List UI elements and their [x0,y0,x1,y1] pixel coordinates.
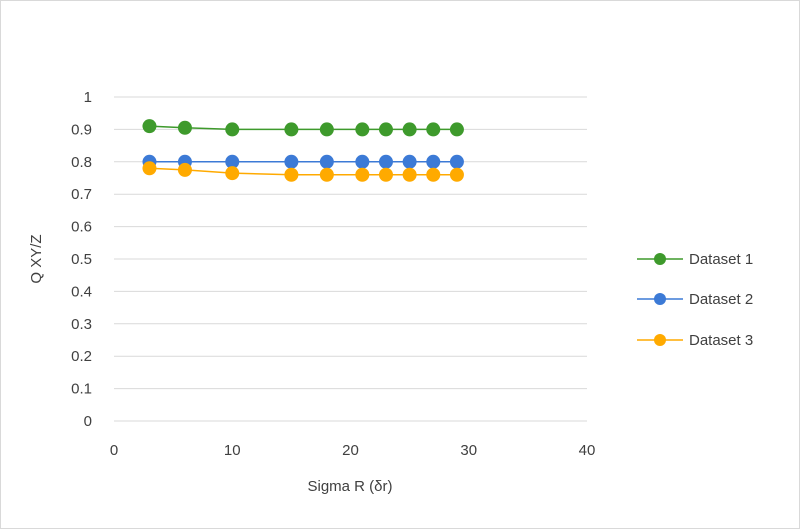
legend-label: Dataset 3 [689,332,753,349]
x-tick-label: 20 [342,442,359,459]
data-point [449,167,464,182]
series-3 [142,161,464,182]
series-line [149,125,457,131]
series-1 [142,119,464,137]
legend-marker [654,293,666,305]
data-point [449,154,464,169]
data-point [142,119,157,134]
data-point [402,122,417,137]
data-point [355,167,370,182]
y-tick-label: 0.1 [71,381,92,398]
data-point [284,154,299,169]
data-point [225,154,240,169]
gridlines [114,96,587,422]
data-point [142,161,157,176]
x-tick-label: 30 [460,442,477,459]
data-point [319,167,334,182]
y-tick-label: 0.2 [71,348,92,365]
series-group [142,119,464,182]
data-point [378,167,393,182]
data-point [402,154,417,169]
y-tick-label: 0.9 [71,121,92,138]
legend: Dataset 1 Dataset 2 Dataset 3 [637,251,753,349]
y-tick-label: 0.7 [71,186,92,203]
data-point [284,122,299,137]
data-point [426,167,441,182]
x-tick-labels: 0 10 20 30 40 [110,442,596,459]
y-tick-label: 0.5 [71,251,92,268]
y-tick-label: 1 [84,89,92,106]
x-tick-label: 0 [110,442,118,459]
y-axis-title: Q XY/Z [28,234,45,283]
legend-label: Dataset 2 [689,291,753,308]
data-point [225,122,240,137]
data-point [378,154,393,169]
y-tick-label: 0 [84,413,92,430]
legend-item-3: Dataset 3 [637,332,753,349]
data-point [284,167,299,182]
data-point [177,162,192,177]
legend-item-1: Dataset 1 [637,251,753,268]
data-point [426,122,441,137]
y-tick-label: 0.4 [71,283,92,300]
y-tick-labels: 0 0.1 0.2 0.3 0.4 0.5 0.6 0.7 0.8 0.9 1 [71,89,92,430]
data-point [426,154,441,169]
legend-marker [654,334,666,346]
y-tick-label: 0.8 [71,154,92,171]
data-point [355,154,370,169]
series-2 [142,154,464,169]
series-line [149,167,457,176]
y-tick-label: 0.3 [71,316,92,333]
legend-label: Dataset 1 [689,251,753,268]
data-point [402,167,417,182]
data-point [378,122,393,137]
x-tick-label: 40 [579,442,596,459]
legend-item-2: Dataset 2 [637,291,753,308]
data-point [449,122,464,137]
data-point [319,154,334,169]
x-axis-title: Sigma R (δr) [307,478,392,495]
data-point [319,122,334,137]
data-point [225,166,240,181]
data-point [355,122,370,137]
y-tick-label: 0.6 [71,219,92,236]
data-point [177,120,192,135]
legend-marker [654,253,666,265]
x-tick-label: 10 [224,442,241,459]
